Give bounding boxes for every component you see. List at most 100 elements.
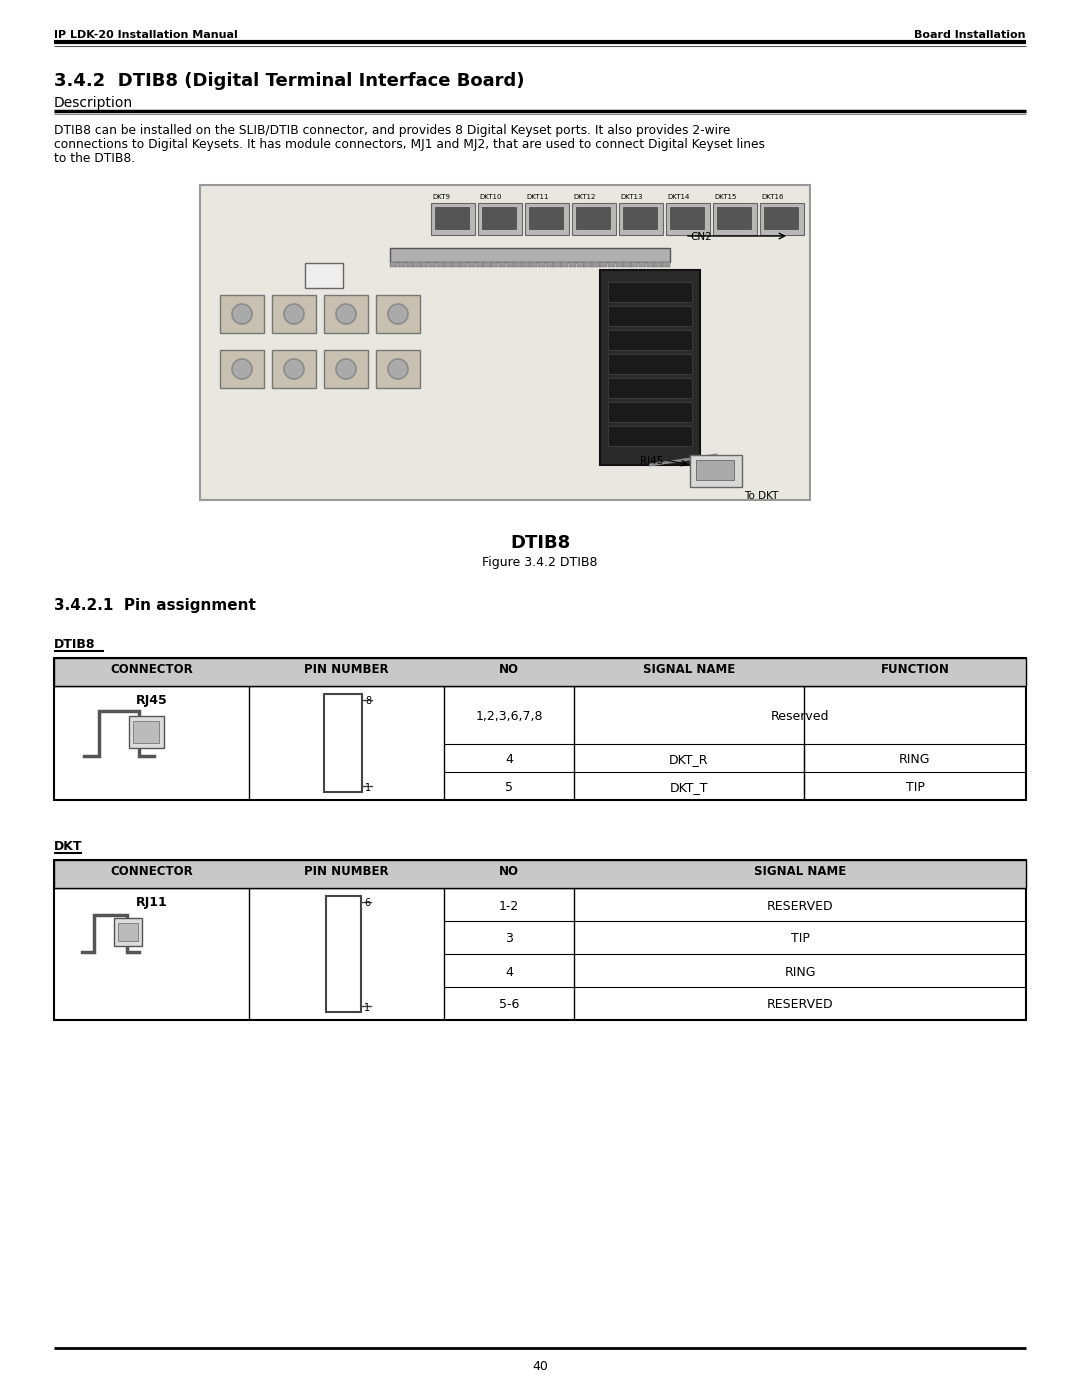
Bar	[397, 263, 405, 267]
Bar	[696, 460, 734, 481]
Circle shape	[232, 359, 252, 379]
Text: 4: 4	[505, 753, 513, 766]
Text: Reserved: Reserved	[771, 710, 829, 724]
Bar	[435, 207, 469, 229]
Text: RJ11: RJ11	[136, 895, 167, 909]
Circle shape	[336, 359, 356, 379]
Bar	[764, 207, 798, 229]
Text: 5: 5	[505, 781, 513, 793]
Bar	[324, 295, 368, 332]
Circle shape	[388, 359, 408, 379]
Text: NO: NO	[499, 664, 519, 676]
Bar	[690, 455, 742, 488]
Bar	[133, 721, 159, 743]
Text: 1-2: 1-2	[499, 900, 519, 912]
Text: DKT_R: DKT_R	[670, 753, 708, 766]
Bar	[525, 203, 569, 235]
Bar	[445, 263, 451, 267]
Text: DKT11: DKT11	[526, 194, 549, 200]
Bar	[631, 263, 638, 267]
Bar	[429, 263, 436, 267]
Text: To DKT: To DKT	[744, 490, 779, 502]
Bar	[639, 263, 646, 267]
Text: PIN NUMBER: PIN NUMBER	[305, 664, 389, 676]
Circle shape	[284, 305, 303, 324]
Bar	[576, 207, 610, 229]
Text: RING: RING	[900, 753, 931, 766]
Bar	[453, 263, 459, 267]
Text: DKT: DKT	[54, 840, 82, 854]
Bar	[220, 295, 264, 332]
Bar	[670, 207, 704, 229]
Bar	[623, 263, 631, 267]
Bar	[717, 207, 751, 229]
Bar	[553, 263, 561, 267]
Text: DKT16: DKT16	[761, 194, 783, 200]
Bar	[514, 263, 522, 267]
Text: Figure 3.4.2 DTIB8: Figure 3.4.2 DTIB8	[483, 556, 597, 569]
Text: DKT13: DKT13	[620, 194, 643, 200]
Bar	[406, 263, 413, 267]
Bar	[713, 203, 757, 235]
Bar	[530, 263, 537, 267]
Bar	[478, 203, 522, 235]
Bar	[324, 351, 368, 388]
Bar	[390, 249, 670, 263]
Text: 1,2,3,6,7,8: 1,2,3,6,7,8	[475, 710, 543, 724]
Bar	[54, 658, 1026, 800]
Bar	[436, 263, 444, 267]
Text: TIP: TIP	[905, 781, 924, 793]
Text: DTIB8: DTIB8	[54, 638, 95, 651]
Text: 1: 1	[365, 782, 372, 793]
Text: 8: 8	[365, 696, 372, 705]
Bar	[376, 351, 420, 388]
Text: DKT14: DKT14	[667, 194, 689, 200]
Bar	[220, 351, 264, 388]
Bar	[569, 263, 576, 267]
Bar	[484, 263, 490, 267]
Text: 1: 1	[364, 1003, 370, 1013]
Bar	[54, 658, 1026, 686]
Text: FUNCTION: FUNCTION	[880, 664, 949, 676]
Bar	[608, 402, 692, 422]
Bar	[324, 694, 362, 792]
Text: SIGNAL NAME: SIGNAL NAME	[754, 865, 846, 877]
Bar	[647, 263, 654, 267]
Text: NO: NO	[499, 865, 519, 877]
Bar	[538, 263, 545, 267]
Bar	[577, 263, 584, 267]
Bar	[529, 207, 563, 229]
Text: 4: 4	[505, 965, 513, 978]
Bar	[616, 263, 623, 267]
Text: DKT10: DKT10	[480, 194, 501, 200]
Bar	[572, 203, 616, 235]
Bar	[608, 330, 692, 351]
Bar	[414, 263, 420, 267]
Bar	[608, 306, 692, 326]
Text: DKT_T: DKT_T	[670, 781, 708, 793]
Bar	[305, 263, 343, 288]
Text: 40: 40	[532, 1361, 548, 1373]
Bar	[491, 263, 498, 267]
Bar	[608, 282, 692, 302]
Bar	[129, 717, 164, 747]
Bar	[608, 353, 692, 374]
Text: CN2: CN2	[690, 232, 712, 242]
Bar	[272, 351, 316, 388]
Circle shape	[388, 305, 408, 324]
Bar	[54, 861, 1026, 888]
Circle shape	[336, 305, 356, 324]
Bar	[623, 207, 657, 229]
Bar	[562, 263, 568, 267]
Bar	[654, 263, 662, 267]
Bar	[272, 295, 316, 332]
Text: RESERVED: RESERVED	[767, 999, 834, 1011]
Circle shape	[232, 305, 252, 324]
Bar	[118, 923, 138, 942]
Text: Board Installation: Board Installation	[915, 29, 1026, 41]
Bar	[619, 203, 663, 235]
Text: CONNECTOR: CONNECTOR	[110, 664, 193, 676]
Bar	[482, 207, 516, 229]
Text: DKT12: DKT12	[573, 194, 595, 200]
Bar	[760, 203, 804, 235]
